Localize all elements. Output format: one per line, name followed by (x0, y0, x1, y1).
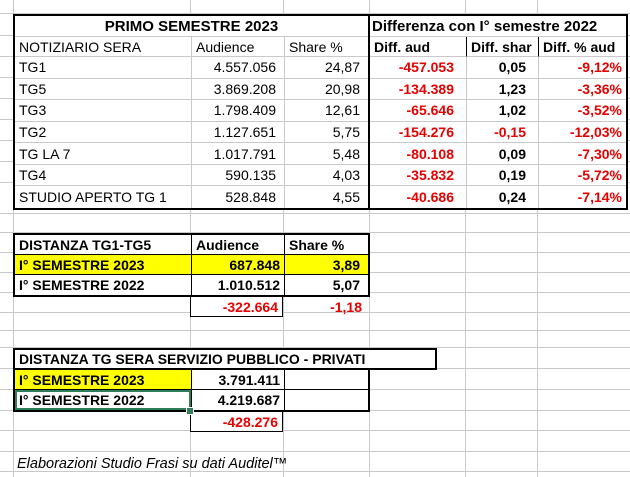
cell-audience[interactable]: 1.127.651 (192, 121, 285, 144)
cell-audience[interactable]: 590.135 (192, 164, 285, 187)
cell-share[interactable]: 4,03 (285, 165, 368, 187)
cell-diff-share[interactable]: 0,05 (467, 57, 539, 79)
cell-share[interactable]: 20,98 (285, 79, 368, 101)
cell-share[interactable]: 3,89 (285, 255, 368, 275)
column-header[interactable]: Share % (285, 235, 368, 255)
cell-diff-audience[interactable]: -134.389 (370, 78, 467, 101)
cell-diff-pct[interactable]: -5,72% (539, 165, 626, 187)
cell-empty[interactable] (285, 370, 368, 390)
selected-cell[interactable]: I° SEMESTRE 2022 (15, 390, 192, 410)
column-header[interactable]: Audience (192, 235, 285, 255)
fill-handle[interactable] (186, 407, 194, 415)
cell-audience[interactable]: 1.017.791 (192, 143, 285, 165)
footer-credit: Elaborazioni Studio Frasi su dati Audite… (17, 456, 288, 472)
cell-diff-share[interactable]: 1,23 (467, 78, 539, 101)
cell-period[interactable]: I° SEMESTRE 2022 (15, 275, 192, 295)
cell-share[interactable]: 4,55 (332, 189, 360, 206)
gridline-horizontal (0, 312, 630, 313)
cell-audience[interactable]: 1.798.409 (192, 100, 285, 122)
cell-channel[interactable]: TG3 (15, 100, 192, 122)
cell-diff-audience[interactable]: -65.646 (370, 100, 467, 122)
cell-diff-audience[interactable]: -80.108 (370, 143, 467, 165)
table-differenza-2022: Differenza con I° semestre 2022 Diff. au… (368, 14, 628, 210)
cell-channel[interactable]: TG1 (15, 57, 192, 79)
gridline-horizontal (0, 471, 630, 472)
table-title: DISTANZA TG1-TG5 (15, 235, 192, 255)
cell-share[interactable]: 24,87 (285, 57, 368, 79)
column-header[interactable]: Diff. shar (467, 37, 539, 57)
cell-diff-pct[interactable]: -7,30% (539, 143, 626, 165)
cell-share[interactable]: 12,61 (285, 100, 368, 122)
cell-diff-share[interactable]: 0,09 (467, 143, 539, 165)
column-header[interactable]: Audience (192, 37, 285, 57)
cell-channel[interactable]: STUDIO APERTO TG 1 (15, 186, 192, 208)
cell-share[interactable]: 5,07 (332, 277, 360, 293)
cell-audience[interactable]: 3.869.208 (192, 78, 285, 101)
cell-total-audience[interactable]: -322.664 (190, 297, 283, 317)
cell-share[interactable]: 5,75 (285, 122, 368, 144)
cell-period[interactable]: I° SEMESTRE 2023 (15, 370, 192, 390)
cell-diff-pct[interactable]: -3,52% (539, 100, 626, 122)
cell-empty[interactable] (285, 390, 368, 410)
table-title: PRIMO SEMESTRE 2023 (15, 16, 368, 37)
cell-share[interactable]: 5,48 (285, 143, 368, 165)
cell-audience[interactable]: 3.791.411 (192, 370, 285, 390)
cell-audience[interactable]: 4.219.687 (192, 390, 285, 410)
cell-diff-share[interactable]: 0,24 (467, 186, 539, 208)
cell-channel[interactable]: TG2 (15, 121, 192, 144)
gridline-horizontal (0, 213, 630, 214)
table-pubblico-privati: I° SEMESTRE 2023 3.791.411 I° SEMESTRE 2… (13, 370, 370, 412)
gridline-horizontal (0, 430, 630, 431)
gridline-vertical (537, 0, 538, 477)
cell-diff-share[interactable]: 1,02 (467, 100, 539, 122)
cell-total-share[interactable]: -1,18 (330, 299, 362, 315)
gridline-horizontal (0, 347, 630, 348)
column-header[interactable]: Share % (285, 37, 368, 57)
cell-period[interactable]: I° SEMESTRE 2023 (15, 255, 192, 275)
cell-diff-audience[interactable]: -35.832 (370, 164, 467, 187)
cell-channel[interactable]: TG5 (15, 78, 192, 101)
table-title-pubblico-privati: DISTANZA TG SERA SERVIZIO PUBBLICO - PRI… (13, 348, 437, 370)
table-title: Differenza con I° semestre 2022 (370, 16, 626, 37)
column-header[interactable]: NOTIZIARIO SERA (15, 37, 192, 57)
gridline-vertical (465, 0, 466, 477)
gridline-horizontal (0, 451, 630, 452)
cell-channel[interactable]: TG LA 7 (15, 143, 192, 165)
table-distanza-tg1-tg5: DISTANZA TG1-TG5 Audience Share % I° SEM… (13, 233, 370, 297)
cell-channel[interactable]: TG4 (15, 164, 192, 187)
cell-diff-pct[interactable]: -3,36% (539, 79, 626, 101)
cell-diff-pct[interactable]: -9,12% (539, 57, 626, 79)
cell-audience[interactable]: 528.848 (192, 186, 285, 208)
cell-diff-pct[interactable]: -7,14% (577, 189, 622, 206)
cell-audience[interactable]: 687.848 (192, 255, 285, 275)
cell-diff-share[interactable]: 0,19 (467, 164, 539, 187)
cell-diff-audience[interactable]: -40.686 (370, 186, 467, 208)
gridline-horizontal (0, 13, 630, 14)
cell-diff-audience[interactable]: -457.053 (370, 57, 467, 79)
cell-audience[interactable]: 1.010.512 (192, 275, 285, 295)
gridline-horizontal (0, 232, 630, 233)
cell-diff-share[interactable]: -0,15 (467, 121, 539, 144)
cell-diff-pct[interactable]: -12,03% (539, 122, 626, 144)
table-primo-semestre-2023: PRIMO SEMESTRE 2023 NOTIZIARIO SERA Audi… (13, 14, 370, 210)
cell-diff-audience[interactable]: -154.276 (370, 121, 467, 144)
cell-total-audience[interactable]: -428.276 (190, 412, 283, 432)
gridline-horizontal (0, 330, 630, 331)
column-header[interactable]: Diff. % aud (539, 37, 626, 57)
column-header[interactable]: Diff. aud (370, 37, 467, 57)
cell-audience[interactable]: 4.557.056 (192, 57, 285, 79)
